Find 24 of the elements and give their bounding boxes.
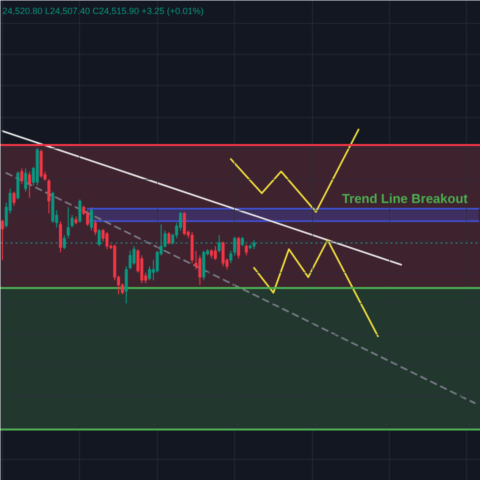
- candlestick: [0, 219, 4, 261]
- candlestick: [78, 198, 82, 224]
- candlestick: [94, 219, 97, 236]
- candlestick: [59, 220, 62, 253]
- candlestick: [222, 240, 225, 267]
- candlestick: [105, 232, 108, 250]
- candlestick: [148, 266, 152, 281]
- candlestick: [198, 254, 202, 286]
- candlestick: [240, 236, 244, 247]
- candlestick: [140, 254, 144, 284]
- candlestick: [132, 246, 136, 266]
- candlestick: [86, 210, 90, 226]
- candlestick: [252, 239, 256, 250]
- candlestick: [214, 246, 217, 261]
- candlestick: [210, 248, 213, 260]
- candlestick: [237, 236, 240, 260]
- candlestick: [167, 232, 170, 246]
- candlestick: [90, 206, 93, 232]
- candlestick: [182, 211, 186, 236]
- candlestick: [179, 211, 182, 232]
- candlestick: [70, 214, 74, 228]
- candlestick: [218, 234, 221, 253]
- candlestick: [98, 228, 101, 247]
- candlestick: [244, 244, 248, 256]
